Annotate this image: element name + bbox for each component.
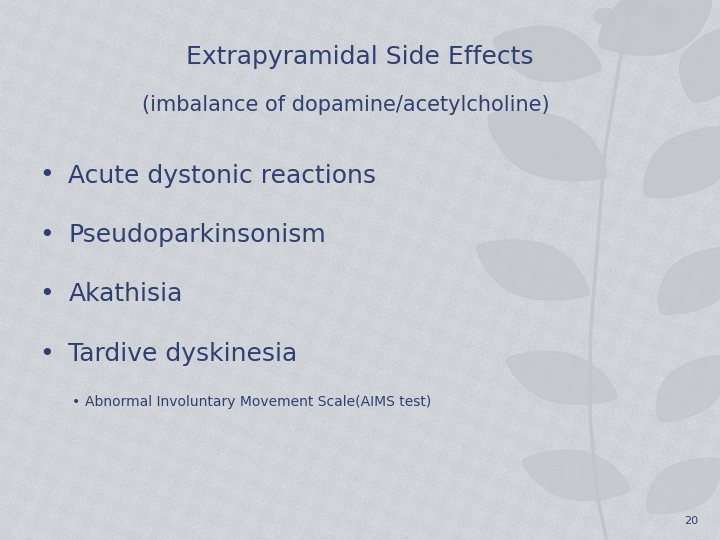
Polygon shape: [493, 26, 601, 82]
Polygon shape: [477, 240, 589, 300]
Text: •: •: [71, 395, 80, 409]
Polygon shape: [644, 126, 720, 198]
Text: 20: 20: [684, 516, 698, 526]
Polygon shape: [647, 458, 720, 514]
Text: Extrapyramidal Side Effects: Extrapyramidal Side Effects: [186, 45, 534, 69]
Polygon shape: [506, 352, 617, 404]
Text: Abnormal Involuntary Movement Scale(AIMS test): Abnormal Involuntary Movement Scale(AIMS…: [85, 395, 431, 409]
Text: Acute dystonic reactions: Acute dystonic reactions: [68, 164, 377, 187]
Circle shape: [594, 8, 616, 24]
Polygon shape: [522, 450, 630, 501]
Text: •: •: [40, 164, 54, 187]
Polygon shape: [657, 355, 720, 422]
Polygon shape: [488, 111, 606, 181]
Text: (imbalance of dopamine/acetylcholine): (imbalance of dopamine/acetylcholine): [142, 95, 549, 116]
Polygon shape: [599, 0, 711, 55]
Text: Pseudoparkinsonism: Pseudoparkinsonism: [68, 223, 326, 247]
Text: •: •: [40, 342, 54, 366]
Polygon shape: [659, 247, 720, 314]
Text: •: •: [40, 223, 54, 247]
Text: Akathisia: Akathisia: [68, 282, 183, 306]
Polygon shape: [680, 27, 720, 103]
Circle shape: [621, 0, 647, 15]
Text: •: •: [40, 282, 54, 306]
Text: Tardive dyskinesia: Tardive dyskinesia: [68, 342, 297, 366]
Circle shape: [651, 8, 674, 25]
